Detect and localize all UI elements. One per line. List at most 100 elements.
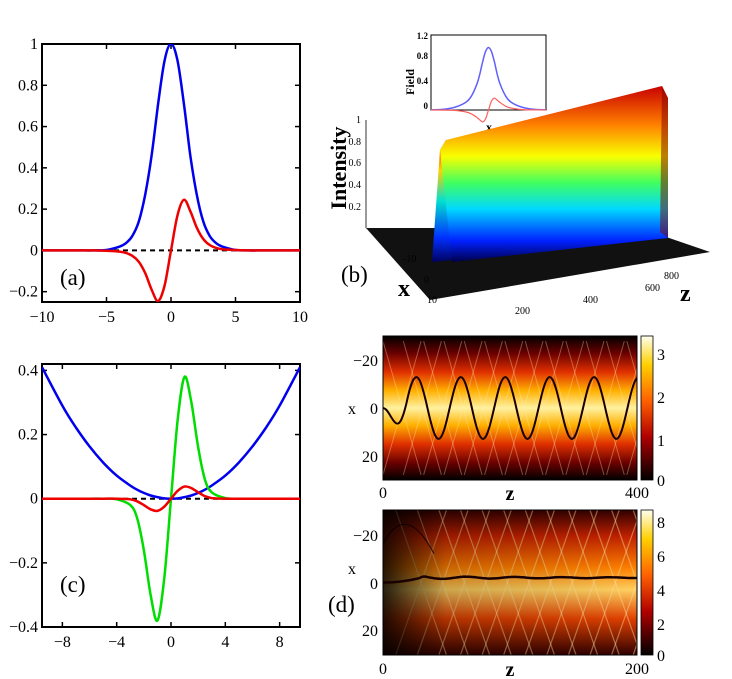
ray (463, 341, 503, 475)
intensity-tick: 0.2 (349, 202, 362, 213)
inset-ytick: 0 (424, 101, 429, 111)
heatmap-top-trajectory (383, 376, 637, 440)
heatmap-top-rays (383, 341, 637, 475)
ray (443, 341, 483, 475)
heatmap-bottom-frame (382, 509, 638, 656)
x-tick-label: −4 (108, 634, 125, 651)
heatmap-top-xlabel: z (506, 483, 515, 505)
colorbar-top-ticks: 3 2 1 0 (657, 347, 665, 490)
y-tick-label: −0.4 (9, 619, 38, 636)
heatmap-top-ylabel: x (348, 401, 356, 418)
surface-xlabel: x (398, 276, 410, 302)
y-tick: 20 (362, 623, 378, 640)
ray (626, 437, 637, 475)
panel-c: −8 −4 0 4 8 −0.4 −0.2 0 0.2 0.4 (c) (9, 362, 301, 651)
surface-axes: 1 0.8 0.6 0.4 0.2 Intensity (326, 115, 367, 228)
colorbar-bottom-ticks: 8 6 4 2 0 (657, 515, 665, 665)
x-tick: 10 (427, 295, 437, 306)
colorbar-bottom (640, 509, 654, 656)
colorbar-top-tick: 0 (657, 473, 665, 490)
ray (423, 341, 463, 475)
panel-b-label: (b) (341, 262, 368, 287)
ray (504, 341, 544, 475)
series-line-blue (42, 366, 300, 500)
x-tick-label: 10 (292, 309, 308, 326)
ray (402, 341, 442, 475)
heatmap-bottom-ylabel: x (348, 561, 356, 578)
x-tick-label: −8 (54, 634, 71, 651)
y-tick-label: −0.2 (9, 284, 38, 301)
intensity-label: Intensity (326, 126, 351, 209)
y-tick-label: 0.2 (18, 427, 38, 444)
panel-c-label: (c) (60, 572, 86, 597)
heatmap-bottom-ticks: −20 0 20 0 200 (353, 528, 649, 678)
heatmap-bottom-shade (383, 510, 637, 655)
y-tick-label: 1 (30, 36, 38, 53)
ray (565, 341, 605, 475)
panel-c-ticks: −8 −4 0 4 8 −0.4 −0.2 0 0.2 0.4 (9, 362, 300, 651)
ray (524, 341, 564, 475)
colorbar-bottom-tick: 0 (657, 648, 665, 665)
x-tick-label: −10 (29, 309, 54, 326)
colorbar-top (640, 335, 654, 481)
ray (484, 341, 524, 475)
ray (626, 341, 637, 379)
y-tick: −20 (353, 353, 378, 370)
x-tick-label: 0 (167, 309, 175, 326)
inset-frame (430, 34, 547, 111)
x-tick-label: −5 (98, 309, 115, 326)
y-tick: −20 (353, 528, 378, 545)
surface-ticks: -10 0 10 200 400 600 800 (403, 254, 679, 317)
y-tick-label: 0 (30, 491, 38, 508)
heatmap-top-field (383, 336, 637, 480)
inset-blue-line (430, 46, 547, 111)
heatmap-top-frame (382, 335, 638, 481)
inset-ytick: 0.4 (417, 76, 429, 86)
ray (545, 341, 585, 475)
colorbar-top-tick: 3 (657, 347, 665, 364)
inset-ylabel: Field (403, 69, 417, 95)
heatmap-bottom-trajectory (383, 575, 637, 584)
ray (423, 341, 463, 475)
z-tick: 600 (645, 283, 660, 294)
colorbar-bottom-tick: 2 (657, 617, 665, 634)
inset-xlabel: x (486, 120, 492, 134)
ray (463, 341, 503, 475)
ray (545, 341, 585, 475)
x-tick-label: 8 (276, 634, 284, 651)
surface-zlabel: z (680, 281, 691, 307)
panel-a-label: (a) (60, 265, 86, 290)
ray (383, 341, 422, 475)
inset-red-line (430, 97, 547, 123)
panel-d-label: (d) (328, 592, 355, 617)
ray (606, 366, 637, 475)
heatmap-top: 3 2 1 0 −20 0 20 0 400 x z (348, 335, 665, 505)
inset-lines (430, 46, 547, 123)
ray (504, 341, 544, 475)
ray (484, 341, 524, 475)
z-tick: 800 (664, 271, 679, 282)
panel-a: −10 −5 0 5 10 −0.2 0 0.2 0.4 0.6 0.8 1 (a) (9, 36, 308, 326)
y-tick-label: 0.2 (18, 201, 38, 218)
ray (443, 341, 483, 475)
x-tick: 0 (379, 661, 387, 678)
y-tick-label: 0.8 (18, 77, 38, 94)
x-tick: 200 (625, 661, 649, 678)
heatmap-top-ticks: −20 0 20 0 400 (353, 353, 649, 502)
colorbar-bottom-tick: 4 (657, 583, 665, 600)
colorbar-top-tick: 2 (657, 390, 665, 407)
y-tick: 0 (370, 401, 378, 418)
panel-c-lines (42, 366, 300, 623)
ray (524, 341, 564, 475)
inset-ytick: 0.8 (417, 51, 429, 61)
inset-ytick: 1.2 (417, 31, 429, 41)
x-tick-label: 5 (232, 309, 240, 326)
heatmap-bottom: 8 6 4 2 0 −20 0 20 0 200 x z (d) (328, 509, 665, 679)
x-tick: 400 (625, 485, 649, 502)
y-tick: 0 (370, 576, 378, 593)
colorbar-top-tick: 1 (657, 433, 665, 450)
intensity-tick: 0.6 (349, 158, 362, 169)
colorbar-bottom-tick: 6 (657, 549, 665, 566)
y-tick-label: 0.4 (18, 362, 38, 379)
